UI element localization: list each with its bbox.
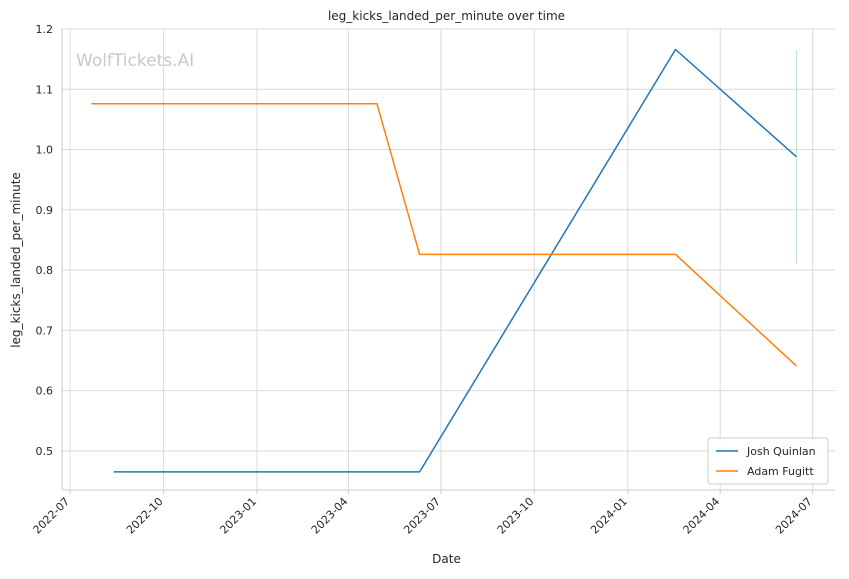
plot-background: [62, 29, 835, 490]
y-tick-label: 1.0: [36, 144, 54, 157]
y-tick-label: 0.7: [36, 324, 54, 337]
y-tick-label: 0.9: [36, 204, 54, 217]
legend-box: [707, 437, 829, 485]
y-tick-label: 1.2: [36, 23, 54, 36]
y-tick-label: 0.8: [36, 264, 54, 277]
chart-title: leg_kicks_landed_per_minute over time: [328, 9, 565, 23]
y-tick-label: 0.6: [36, 385, 54, 398]
y-axis-label: leg_kicks_landed_per_minute: [9, 172, 23, 348]
series-line-1: [113, 48, 797, 473]
x-axis-label: Date: [432, 552, 461, 566]
y-tick-label: 0.5: [36, 445, 54, 458]
legend-label: Josh Quinlan: [746, 445, 816, 458]
watermark: WolfTickets.AI: [76, 51, 194, 71]
legend: Josh Quinlan Adam Fugitt: [707, 437, 829, 485]
legend-label: Adam Fugitt: [747, 465, 814, 478]
y-tick-label: 1.1: [36, 83, 54, 96]
series-line-2: [91, 102, 797, 367]
